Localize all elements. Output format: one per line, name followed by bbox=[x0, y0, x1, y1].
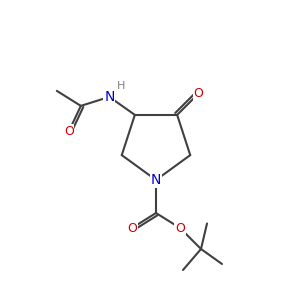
Text: O: O bbox=[193, 87, 203, 101]
Text: H: H bbox=[117, 81, 125, 92]
Text: O: O bbox=[175, 221, 185, 235]
Text: O: O bbox=[127, 221, 137, 235]
Text: N: N bbox=[151, 173, 161, 187]
Text: O: O bbox=[64, 125, 74, 138]
Text: N: N bbox=[104, 90, 115, 104]
